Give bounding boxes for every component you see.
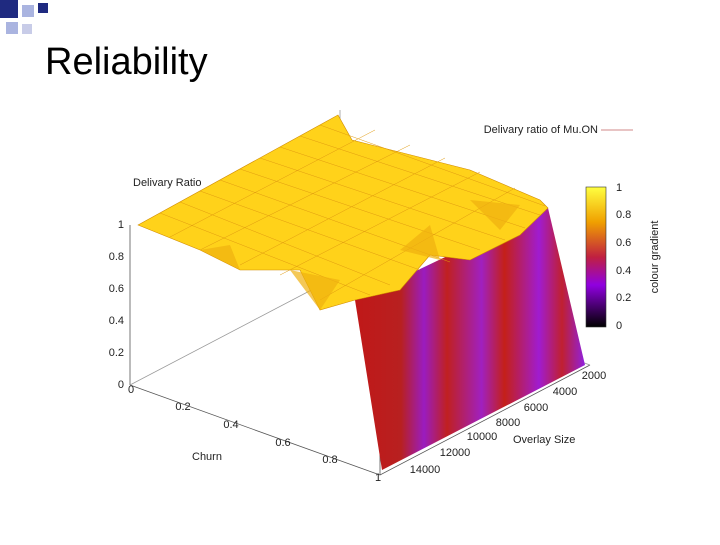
z-tick-label: 0 [118, 379, 124, 391]
slide-title: Reliability [45, 41, 208, 83]
surface-shading [200, 200, 520, 310]
y-tick-label: 14000 [410, 464, 441, 476]
y-tick-label: 2000 [582, 370, 606, 382]
z-tick-label: 1 [118, 219, 124, 231]
colorbar-tick-label: 1 [616, 182, 622, 194]
z-tick-label: 0.4 [109, 315, 124, 327]
y-axis-label: Overlay Size [513, 434, 575, 446]
y-tick-label: 12000 [440, 447, 471, 459]
legend-label: Delivary ratio of Mu.ON [484, 124, 598, 136]
z-tick-label: 0.6 [109, 283, 124, 295]
surface-top [137, 114, 549, 311]
colorbar-tick-label: 0.2 [616, 292, 631, 304]
colorbar-tick-label: 0.4 [616, 265, 631, 277]
x-axis-label: Churn [192, 451, 222, 463]
y-tick-label: 6000 [524, 402, 548, 414]
x-tick-label: 0.8 [322, 454, 337, 466]
colorbar-tick-label: 0.8 [616, 209, 631, 221]
x-tick-label: 0.2 [175, 401, 190, 413]
colorbar [585, 186, 607, 328]
y-tick-label: 4000 [553, 386, 577, 398]
bullet-squares [0, 0, 48, 34]
x-tick-label: 0.6 [275, 437, 290, 449]
tick-labels: 10.80.60.40.20 00.20.40.60.81200040006000… [109, 182, 632, 484]
y-tick-label: 8000 [496, 417, 520, 429]
y-tick-label: 10000 [467, 431, 498, 443]
z-tick-label: 0.8 [109, 251, 124, 263]
colorbar-tick-label: 0 [616, 320, 622, 332]
z-tick-label: 0.2 [109, 347, 124, 359]
colorbar-tick-label: 0.6 [616, 237, 631, 249]
colorbar-label: colour gradient [649, 221, 661, 294]
x-tick-label: 1 [375, 472, 381, 484]
x-tick-label: 0.4 [223, 419, 238, 431]
x-tick-label: 0 [128, 384, 134, 396]
z-axis-label: Delivary Ratio [133, 177, 201, 189]
